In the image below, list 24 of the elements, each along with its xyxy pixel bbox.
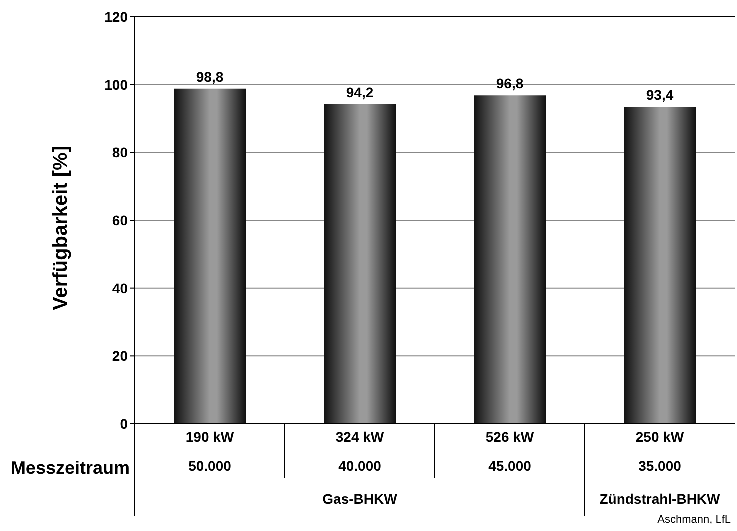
x-tick-label: 250 kW [636,428,685,445]
text: Aschmann, LfL [658,514,731,526]
y-tick-label: 120 [104,8,128,25]
x-tick-label: 190 kW [186,428,235,445]
text: Gas-BHKW [322,491,398,507]
y-tick-label: 60 [112,212,128,228]
y-tick-label: 20 [112,348,128,364]
text: 50.000 [188,458,232,474]
text: Messzeitraum [10,458,130,478]
y-axis-title: Verfügbarkeit [%] [50,146,72,310]
y-tick-label: 40 [112,280,128,296]
data-label: 96,8 [496,76,524,92]
data-label: 94,2 [346,84,374,101]
y-tick-label: 0 [120,416,128,432]
x-tick-label: 324 kW [336,428,385,445]
text: Zündstrahl-BHKW [600,491,722,507]
y-tick-label: 80 [112,144,128,161]
y-tick-label: 100 [104,76,128,93]
text: 35.000 [638,458,682,474]
data-label: 98,8 [196,68,224,85]
text: 45.000 [488,458,532,474]
data-label: 93,4 [646,87,674,104]
text: 40.000 [338,458,382,474]
x-tick-label: 526 kW [486,428,535,445]
